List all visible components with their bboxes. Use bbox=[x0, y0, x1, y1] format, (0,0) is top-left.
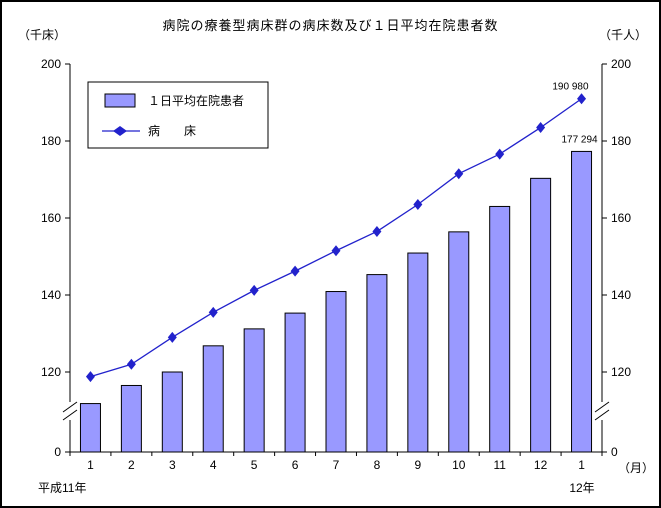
bar-month-5 bbox=[243, 328, 265, 453]
bar-month-3 bbox=[161, 371, 183, 453]
bar-month-1 bbox=[79, 403, 101, 453]
diamond-marker bbox=[495, 148, 505, 160]
right-tick-label: 180 bbox=[611, 134, 631, 148]
legend-line-label: 病 床 bbox=[148, 123, 196, 138]
right-tick-label: 200 bbox=[611, 57, 631, 71]
bar-month-8 bbox=[366, 274, 388, 453]
axis-break-gap bbox=[68, 402, 72, 420]
diamond-marker bbox=[577, 93, 587, 105]
x-category-label: 8 bbox=[374, 458, 381, 472]
era-start-label: 平成11年 bbox=[38, 481, 87, 495]
bar-month-10 bbox=[448, 231, 470, 453]
axis-break-gap bbox=[600, 402, 604, 420]
diamond-marker bbox=[290, 265, 300, 277]
x-category-label: 1 bbox=[578, 458, 585, 472]
diamond-marker bbox=[413, 199, 423, 211]
diamond-marker bbox=[126, 358, 136, 370]
bar-month-11 bbox=[489, 205, 511, 453]
diamond-marker bbox=[331, 245, 341, 257]
right-tick-label: 140 bbox=[611, 288, 631, 302]
left-tick-label: 160 bbox=[41, 211, 61, 225]
left-tick-label: 140 bbox=[41, 288, 61, 302]
axis-break-slash bbox=[62, 409, 78, 421]
left-tick-label: 0 bbox=[54, 445, 61, 459]
x-category-label: 5 bbox=[251, 458, 258, 472]
right-tick-label: 160 bbox=[611, 211, 631, 225]
bar-month-6 bbox=[284, 312, 306, 453]
bar-series-layer bbox=[79, 150, 593, 453]
axis-break-slash bbox=[594, 401, 610, 413]
axis-break-slash bbox=[594, 409, 610, 421]
x-category-label: 3 bbox=[169, 458, 176, 472]
x-category-label: 7 bbox=[333, 458, 340, 472]
x-category-label: 10 bbox=[452, 458, 466, 472]
diamond-marker bbox=[536, 122, 546, 134]
left-tick-label: 200 bbox=[41, 57, 61, 71]
legend-diamond-marker bbox=[113, 126, 127, 136]
legend: １日平均在院患者 病 床 bbox=[87, 81, 269, 149]
x-category-label: 12 bbox=[534, 458, 548, 472]
left-tick-label: 120 bbox=[41, 365, 61, 379]
diamond-marker bbox=[167, 331, 177, 343]
bar-month-9 bbox=[407, 252, 429, 453]
x-category-label: 6 bbox=[292, 458, 299, 472]
diamond-marker bbox=[208, 306, 218, 318]
month-unit-label: （月） bbox=[618, 461, 655, 475]
right-tick-label: 120 bbox=[611, 365, 631, 379]
legend-box bbox=[87, 81, 269, 149]
x-category-label: 2 bbox=[128, 458, 135, 472]
bar-month-4 bbox=[202, 345, 224, 453]
x-category-label: 1 bbox=[87, 458, 94, 472]
era-end-label: 12年 bbox=[569, 481, 595, 495]
line-last-value-label: 190 980 bbox=[552, 82, 589, 93]
axis-break-slash bbox=[62, 401, 78, 413]
bar-month-7 bbox=[325, 291, 347, 453]
diamond-marker bbox=[85, 371, 95, 383]
bar-month-1 bbox=[571, 150, 593, 453]
right-axis-unit-label: （千人） bbox=[598, 28, 647, 42]
legend-bar-label: １日平均在院患者 bbox=[148, 94, 244, 108]
bar-month-2 bbox=[120, 384, 142, 453]
left-axis-unit-label: （千床） bbox=[18, 28, 67, 42]
x-category-label: 11 bbox=[493, 458, 506, 472]
left-tick-label: 180 bbox=[41, 134, 61, 148]
diamond-marker bbox=[372, 225, 382, 237]
line-series-layer bbox=[85, 93, 587, 383]
diamond-marker bbox=[454, 168, 464, 180]
x-category-label: 4 bbox=[210, 458, 217, 472]
axes-layer bbox=[65, 63, 607, 456]
bar-month-12 bbox=[530, 177, 552, 453]
right-tick-label: 0 bbox=[611, 445, 618, 459]
bar-last-value-label: 177 294 bbox=[561, 134, 598, 145]
x-category-label: 9 bbox=[415, 458, 422, 472]
chart-title: 病院の療養型病床群の病床数及び１日平均在院患者数 bbox=[162, 18, 499, 33]
legend-bar-swatch bbox=[104, 93, 136, 108]
diamond-marker bbox=[249, 284, 259, 296]
